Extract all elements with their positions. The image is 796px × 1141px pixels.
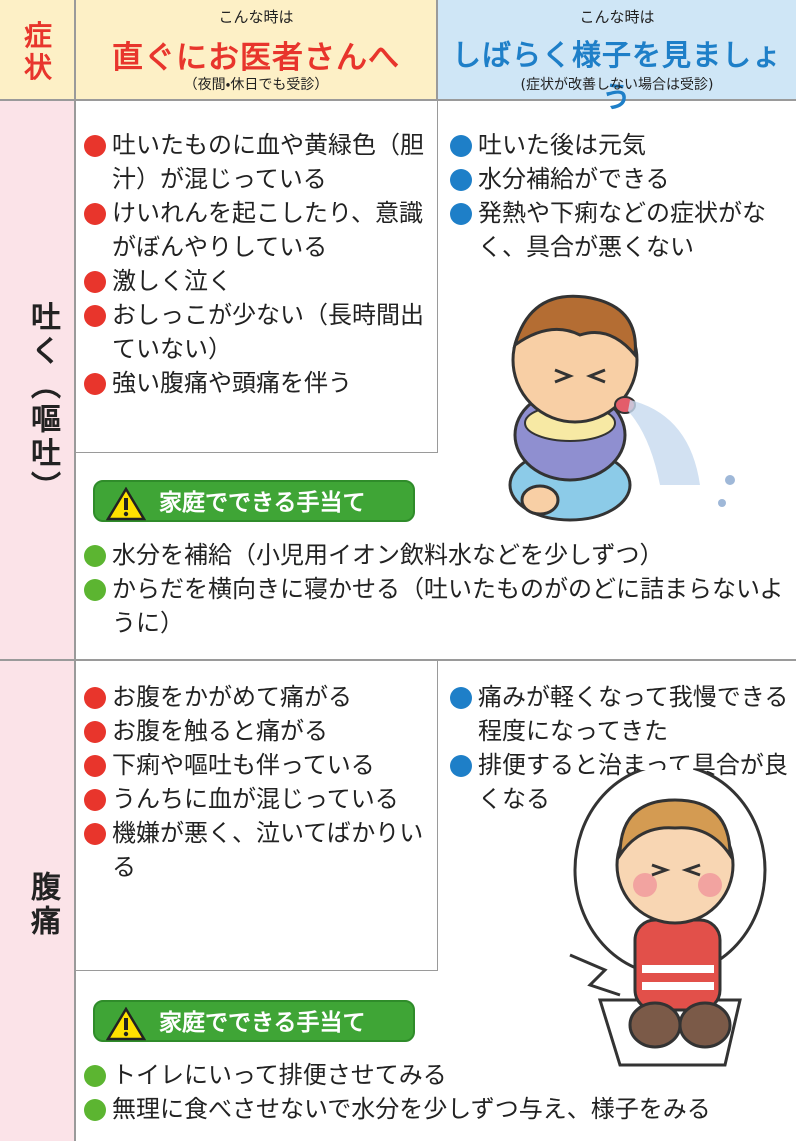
list-item: からだを横向きに寝かせる（吐いたものがのどに詰まらないように）: [84, 572, 792, 640]
lead: こんな時は: [218, 8, 294, 26]
symptom-cell: 吐く（嘔吐）: [0, 101, 76, 661]
header-watch-cell: こんな時は しばらく様子を見ましょう (症状が改善しない場合は受診): [438, 0, 796, 114]
list-item: お腹をかがめて痛がる: [84, 680, 429, 714]
warning-icon: [106, 487, 146, 521]
list-item: トイレにいって排便させてみる: [84, 1058, 792, 1092]
list: 吐いたものに血や黄緑色（胆汁）が混じっている けいれんを起こしたり、意識がぼんやり…: [84, 128, 429, 400]
list-item: 痛みが軽くなって我慢できる程度になってきた: [450, 680, 790, 748]
column-title: 直ぐにお医者さんへ: [112, 40, 400, 76]
list-box: 水分を補給（小児用イオン飲料水などを少しずつ） からだを横向きに寝かせる（吐いたも…: [84, 538, 792, 640]
list: 水分を補給（小児用イオン飲料水などを少しずつ） からだを横向きに寝かせる（吐いたも…: [84, 538, 792, 640]
list-item: 吐いた後は元気: [450, 128, 790, 162]
list-box: トイレにいって排便させてみる 無理に食べさせないで水分を少しずつ与え、様子をみる: [84, 1058, 792, 1126]
list-box: 吐いたものに血や黄緑色（胆汁）が混じっている けいれんを起こしたり、意識がぼんやり…: [84, 128, 429, 400]
list: お腹をかがめて痛がる お腹を触ると痛がる 下痢や嘔吐も伴っている うんちに血が混じって…: [84, 680, 429, 884]
symptom-label: 症状: [24, 19, 53, 84]
list-item: けいれんを起こしたり、意識がぼんやりしている: [84, 196, 429, 264]
vomiting-baby-illustration: [508, 294, 735, 522]
list-box: 吐いた後は元気 水分補給ができる 発熱や下痢などの症状がなく、具合が悪くない: [450, 128, 790, 264]
cell: [76, 453, 796, 661]
list-item: 水分を補給（小児用イオン飲料水などを少しずつ）: [84, 538, 792, 572]
badge-text: 家庭でできる手当て: [159, 490, 366, 516]
list: トイレにいって排便させてみる 無理に食べさせないで水分を少しずつ与え、様子をみる: [84, 1058, 792, 1126]
list-item: うんちに血が混じっている: [84, 782, 429, 816]
lead: こんな時は: [579, 8, 655, 26]
badge-text: 家庭でできる手当て: [159, 1010, 366, 1036]
list-item: 強い腹痛や頭痛を伴う: [84, 366, 429, 400]
symptom: 吐く（嘔吐）: [25, 301, 60, 505]
warning-icon: [106, 1007, 146, 1041]
list-box: お腹をかがめて痛がる お腹を触ると痛がる 下痢や嘔吐も伴っている うんちに血が混じって…: [84, 680, 429, 884]
list-item: 吐いたものに血や黄緑色（胆汁）が混じっている: [84, 128, 429, 196]
cell: [76, 101, 438, 453]
column-note: （夜間・休日でも受診）: [183, 77, 329, 93]
column-title: しばらく様子を見ましょう: [451, 38, 782, 114]
list-item: おしっこが少ない（長時間出ていない）: [84, 298, 429, 366]
list-item: 水分補給ができる: [450, 162, 790, 196]
home-care-badge: 家庭でできる手当て: [93, 1000, 415, 1042]
home-care-badge: 家庭でできる手当て: [93, 480, 415, 522]
list-item: 機嫌が悪く、泣いてばかりいる: [84, 816, 429, 884]
header-doctor-cell: こんな時は 直ぐにお医者さんへ （夜間・休日でも受診）: [76, 0, 438, 101]
list-item: 下痢や嘔吐も伴っている: [84, 748, 429, 782]
symptom-cell: 腹痛: [0, 661, 76, 1141]
column-note: (症状が改善しない場合は受診): [520, 77, 714, 93]
list-item: 無理に食べさせないで水分を少しずつ与え、様子をみる: [84, 1092, 792, 1126]
toilet-boy-illustration: [569, 770, 767, 1067]
list: 吐いた後は元気 水分補給ができる 発熱や下痢などの症状がなく、具合が悪くない: [450, 128, 790, 264]
list-item: 発熱や下痢などの症状がなく、具合が悪くない: [450, 196, 790, 264]
header-symptom-cell: 症状: [0, 0, 76, 101]
symptom: 腹痛: [25, 871, 60, 939]
list-item: お腹を触ると痛がる: [84, 714, 429, 748]
list-item: 激しく泣く: [84, 264, 429, 298]
cell: [76, 661, 438, 971]
